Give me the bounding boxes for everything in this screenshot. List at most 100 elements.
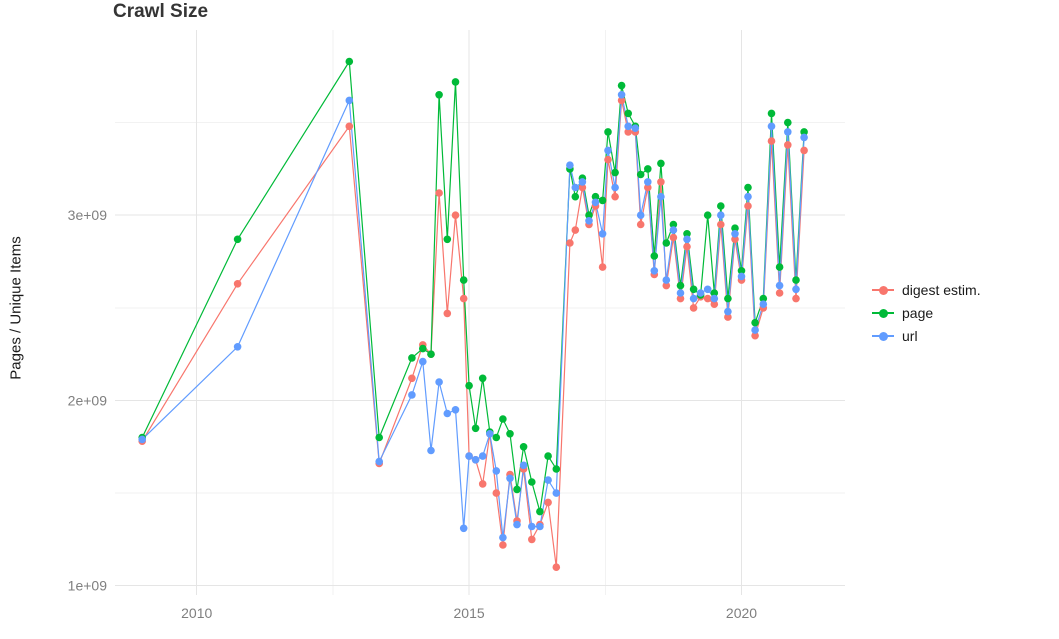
data-point-digest-estim	[624, 128, 632, 136]
data-point-digest-estim	[683, 242, 691, 251]
data-point-digest-estim	[566, 239, 574, 247]
data-point-url	[696, 289, 705, 297]
data-point-page	[435, 91, 443, 99]
data-point-url	[775, 281, 784, 290]
data-point-page	[375, 433, 384, 442]
data-point-url	[617, 91, 626, 99]
data-point-page	[478, 374, 487, 383]
data-point-url	[689, 294, 698, 303]
x-tick-label: 2015	[454, 605, 485, 621]
data-point-page	[519, 443, 528, 451]
data-point-page	[492, 433, 501, 442]
data-point-page	[513, 485, 521, 494]
data-point-page	[710, 289, 719, 297]
legend-label: page	[902, 305, 934, 321]
data-point-page	[792, 276, 800, 284]
data-point-digest-estim	[767, 137, 776, 145]
data-point-url	[536, 522, 544, 531]
data-point-url	[636, 211, 645, 219]
legend-label: url	[902, 328, 918, 344]
data-point-page	[506, 430, 514, 438]
data-point-url	[375, 457, 384, 466]
data-point-digest-estim	[617, 96, 626, 105]
data-point-digest-estim	[775, 289, 784, 297]
legend-item-page: page	[872, 305, 981, 321]
data-point-digest-estim	[233, 280, 242, 288]
data-point-url	[683, 235, 691, 244]
data-point-digest-estim	[662, 281, 671, 290]
data-point-url	[644, 178, 652, 186]
legend-key-dot	[879, 286, 888, 295]
data-point-url	[631, 124, 640, 132]
data-point-page	[800, 128, 808, 136]
data-point-url	[759, 300, 768, 309]
data-point-page	[775, 263, 784, 271]
data-point-digest-estim	[731, 235, 739, 244]
data-point-page	[617, 81, 626, 90]
data-point-digest-estim	[492, 489, 501, 497]
data-point-page	[499, 415, 507, 423]
data-point-url	[552, 489, 561, 497]
legend-key-icon	[872, 306, 894, 320]
data-point-digest-estim	[544, 498, 552, 507]
data-point-page	[759, 294, 768, 303]
data-point-page	[636, 170, 645, 179]
data-point-url	[751, 326, 759, 334]
data-point-page	[669, 220, 678, 229]
data-point-page	[650, 252, 659, 260]
data-point-digest-estim	[717, 220, 725, 229]
series-line-digest-estim	[141, 100, 805, 568]
data-point-url	[624, 122, 632, 131]
data-point-digest-estim	[751, 331, 759, 340]
data-point-page	[703, 211, 712, 219]
data-point-digest-estim	[571, 226, 580, 234]
data-point-digest-estim	[724, 313, 732, 321]
data-point-url	[233, 343, 242, 351]
data-point-digest-estim	[676, 294, 685, 303]
data-point-digest-estim	[552, 563, 561, 571]
data-point-digest-estim	[408, 374, 416, 383]
data-point-page	[724, 294, 732, 303]
data-point-page	[611, 168, 619, 177]
data-point-page	[784, 118, 792, 127]
data-point-url	[717, 211, 725, 219]
data-point-page	[751, 318, 759, 327]
data-point-url	[499, 533, 507, 542]
data-point-url	[571, 183, 580, 192]
data-point-url	[676, 289, 685, 297]
data-point-digest-estim	[703, 294, 712, 303]
y-tick-label: 2e+09	[68, 392, 108, 408]
data-point-url	[784, 128, 792, 136]
data-point-page	[465, 381, 473, 390]
data-point-page	[657, 159, 665, 168]
legend-item-url: url	[872, 328, 981, 344]
data-point-digest-estim	[744, 202, 752, 210]
legend-item-digest-estim: digest estim.	[872, 282, 981, 298]
data-point-page	[676, 281, 685, 290]
data-point-url	[519, 461, 528, 470]
data-point-url	[478, 452, 487, 460]
legend-key-dot	[879, 332, 888, 341]
data-point-page	[345, 57, 354, 66]
data-point-digest-estim	[578, 183, 587, 192]
data-point-url	[724, 307, 732, 316]
data-point-digest-estim	[478, 480, 487, 488]
data-point-page	[233, 235, 242, 244]
data-point-url	[419, 357, 427, 366]
data-point-page	[591, 192, 600, 201]
data-point-digest-estim	[443, 309, 452, 318]
data-point-url	[598, 230, 607, 238]
series-line-page	[141, 59, 805, 512]
data-point-url	[669, 226, 678, 234]
data-point-page	[427, 350, 435, 359]
data-point-digest-estim	[611, 192, 619, 201]
data-point-page	[419, 344, 427, 353]
data-point-url	[611, 183, 619, 192]
data-point-digest-estim	[657, 178, 665, 186]
data-point-url	[800, 133, 808, 142]
data-point-url	[138, 435, 146, 444]
data-point-url	[513, 520, 521, 529]
data-point-url	[408, 391, 416, 399]
data-point-url	[528, 522, 536, 531]
x-tick-label: 2010	[181, 605, 212, 621]
